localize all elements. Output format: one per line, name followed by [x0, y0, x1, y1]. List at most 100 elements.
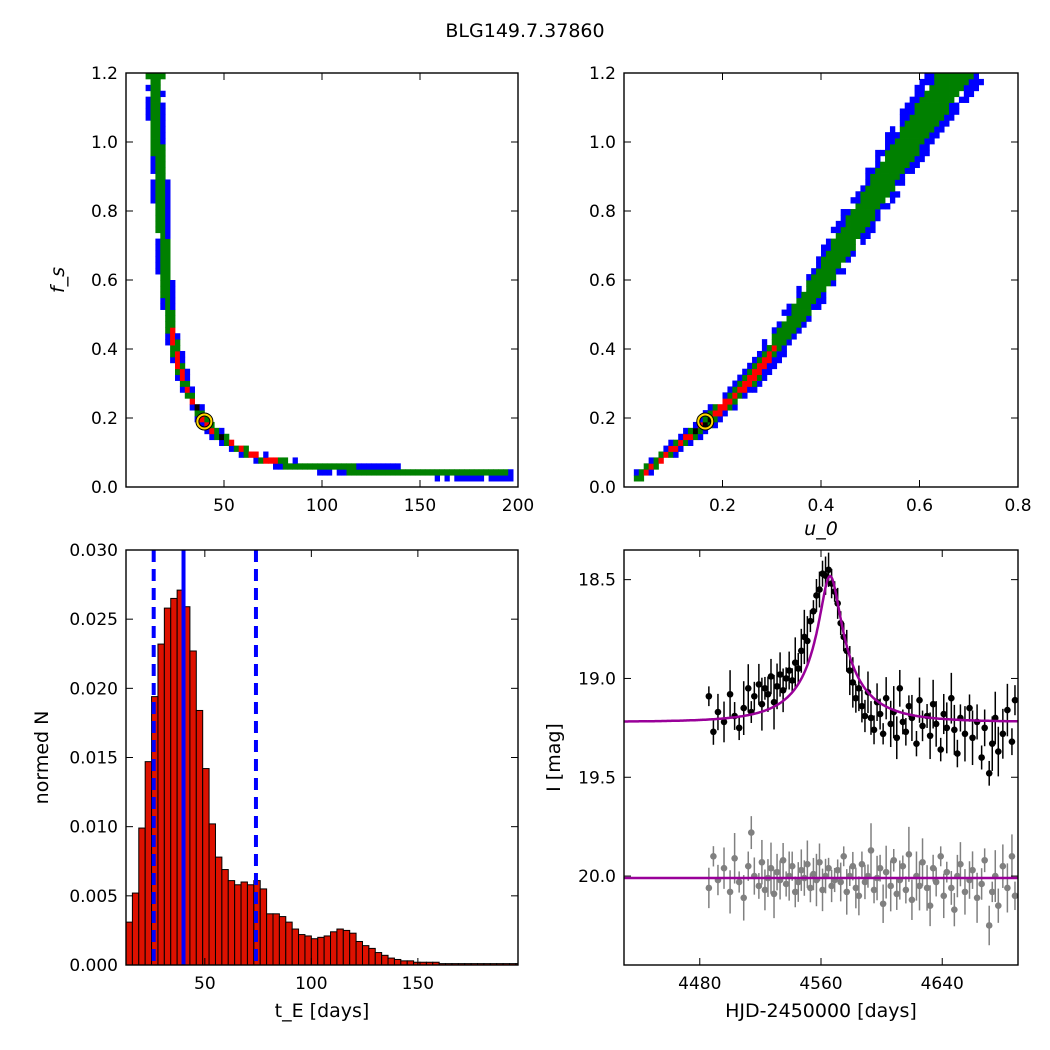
- density-cell: [165, 256, 171, 263]
- histogram-bar: [157, 643, 165, 965]
- density-cell: [478, 475, 485, 482]
- density-cell: [835, 238, 842, 245]
- density-cell: [973, 78, 979, 86]
- density-cell: [919, 114, 925, 121]
- event-data-point: [770, 698, 778, 706]
- y-tick-label: 0.0: [91, 478, 118, 498]
- density-cell: [761, 368, 768, 376]
- density-cell: [776, 333, 782, 340]
- density-cell: [712, 404, 718, 411]
- density-cell: [653, 457, 659, 464]
- density-cell: [150, 96, 156, 103]
- density-cell: [165, 214, 171, 222]
- density-cell: [806, 280, 812, 287]
- event-data-point: [1011, 696, 1018, 704]
- density-cell: [786, 327, 792, 334]
- density-cell: [155, 132, 161, 139]
- density-cell: [914, 102, 920, 109]
- density-cell: [761, 362, 768, 370]
- density-cell: [747, 362, 753, 370]
- density-cell: [160, 191, 166, 198]
- density-cell: [263, 457, 269, 464]
- density-cell: [727, 398, 733, 405]
- comparison-data-point: [791, 888, 799, 896]
- density-cell: [273, 457, 279, 464]
- comparison-data-point: [923, 884, 931, 892]
- density-cell: [179, 374, 186, 381]
- density-cell: [914, 114, 920, 121]
- x-tick-label: 100: [306, 496, 338, 516]
- event-data-point: [991, 714, 999, 722]
- density-cell: [845, 220, 851, 228]
- density-cell: [885, 179, 891, 186]
- comparison-data-point: [937, 853, 945, 860]
- density-cell: [375, 469, 382, 476]
- density-cell: [904, 167, 911, 174]
- density-cell: [155, 149, 161, 157]
- histogram-bar: [278, 916, 287, 965]
- density-cell: [835, 220, 842, 228]
- density-cell: [894, 179, 901, 186]
- density-cell: [909, 143, 915, 151]
- density-cell: [145, 108, 151, 115]
- density-cell: [165, 238, 171, 245]
- density-cell: [214, 433, 220, 441]
- density-cell: [894, 138, 901, 145]
- event-data-point: [761, 685, 769, 692]
- y-axis-label: normed N: [31, 711, 53, 805]
- event-data-point: [913, 740, 920, 747]
- density-cell: [835, 256, 842, 263]
- density-cell: [904, 120, 911, 127]
- x-tick-label: 4640: [921, 974, 964, 994]
- density-cell: [801, 321, 807, 328]
- density-cell: [885, 155, 891, 163]
- best-fit-marker: [697, 413, 714, 430]
- density-cell: [875, 214, 881, 222]
- density-cell: [924, 138, 930, 145]
- comparison-data-point: [819, 886, 826, 894]
- density-cell: [317, 463, 323, 470]
- density-cell: [919, 90, 925, 98]
- density-cell: [752, 380, 758, 387]
- density-cell: [752, 368, 758, 376]
- event-data-point: [751, 692, 758, 700]
- comparison-data-point: [879, 900, 887, 908]
- density-cell: [160, 173, 166, 180]
- histogram-bar: [291, 928, 300, 965]
- density-cell: [449, 469, 455, 476]
- density-cell: [444, 475, 450, 482]
- event-data-point: [758, 700, 766, 708]
- event-data-point: [773, 683, 781, 690]
- density-cell: [889, 149, 896, 157]
- density-cell: [160, 132, 166, 139]
- density-cell: [924, 102, 930, 109]
- event-data-point: [995, 748, 1002, 755]
- density-cell: [889, 191, 896, 198]
- density-cell: [885, 167, 891, 174]
- density-cell: [371, 469, 377, 476]
- density-cell: [904, 143, 911, 151]
- density-cell: [732, 380, 738, 387]
- density-cell: [889, 179, 896, 186]
- density-cell: [219, 427, 225, 435]
- density-cell: [204, 427, 210, 435]
- density-cell: [351, 469, 357, 476]
- density-cell: [968, 90, 975, 98]
- density-cell: [228, 445, 235, 452]
- density-cell: [860, 232, 866, 239]
- density-cell: [395, 469, 401, 476]
- histogram-bar: [170, 597, 178, 965]
- density-cell: [170, 356, 176, 364]
- density-cell: [880, 161, 886, 169]
- density-cell: [292, 463, 298, 470]
- density-cell: [904, 108, 911, 115]
- comparison-data-point: [957, 860, 964, 868]
- y-tick-label: 0.8: [91, 202, 118, 222]
- comparison-data-point: [890, 856, 898, 864]
- density-cell: [155, 214, 161, 222]
- comparison-data-point: [810, 870, 817, 878]
- density-cell: [150, 138, 156, 145]
- density-cell: [155, 138, 161, 145]
- density-cell: [483, 469, 489, 476]
- event-data-point: [720, 718, 728, 726]
